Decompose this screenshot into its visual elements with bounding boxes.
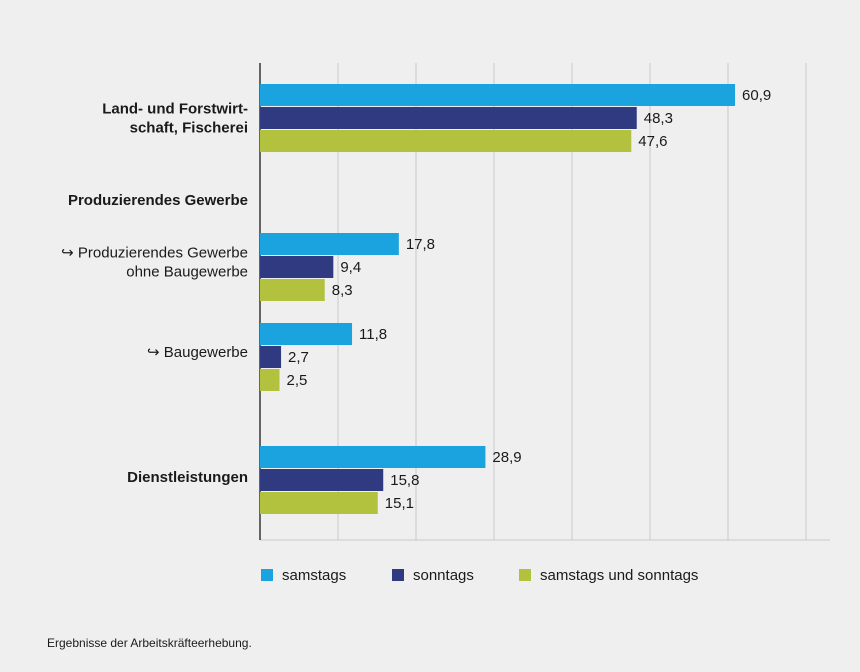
bar bbox=[260, 446, 486, 468]
bar bbox=[260, 233, 399, 255]
bar bbox=[260, 256, 334, 278]
bar-value-label: 8,3 bbox=[332, 282, 353, 299]
bar-value-label: 2,7 bbox=[288, 349, 309, 366]
bar bbox=[260, 346, 282, 368]
category-label: Produzierendes Gewerbe bbox=[68, 192, 248, 209]
bar bbox=[260, 279, 325, 301]
bar-value-label: 60,9 bbox=[742, 87, 771, 104]
bar-value-label: 17,8 bbox=[406, 236, 435, 253]
bar-value-label: 47,6 bbox=[638, 133, 667, 150]
bar bbox=[260, 130, 632, 152]
bar-value-label: 9,4 bbox=[340, 259, 361, 276]
bar bbox=[260, 492, 378, 514]
bar bbox=[260, 107, 637, 129]
legend-swatch bbox=[261, 569, 273, 581]
bar-value-label: 15,8 bbox=[390, 472, 419, 489]
bar-value-label: 28,9 bbox=[492, 449, 521, 466]
legend-label: samstags bbox=[282, 567, 346, 584]
category-label: ↪ Baugewerbe bbox=[147, 344, 248, 361]
bar bbox=[260, 469, 384, 491]
legend-label: samstags und sonntags bbox=[540, 567, 698, 584]
bar-value-label: 48,3 bbox=[644, 110, 673, 127]
category-label: ↪ Produzierendes Gewerbe ohne Baugewerbe bbox=[61, 245, 248, 281]
legend-swatch bbox=[519, 569, 531, 581]
bar bbox=[260, 369, 280, 391]
legend-swatch bbox=[392, 569, 404, 581]
bar bbox=[260, 323, 353, 345]
footnote: Ergebnisse der Arbeitskräfteerhebung. bbox=[47, 636, 252, 650]
bar-value-label: 2,5 bbox=[287, 372, 308, 389]
bar-value-label: 15,1 bbox=[385, 495, 414, 512]
legend-label: sonntags bbox=[413, 567, 474, 584]
bar bbox=[260, 84, 736, 106]
category-label: Land- und Forstwirt-schaft, Fischerei bbox=[102, 101, 248, 137]
bar-value-label: 11,8 bbox=[359, 326, 387, 343]
category-label: Dienstleistungen bbox=[127, 469, 248, 486]
